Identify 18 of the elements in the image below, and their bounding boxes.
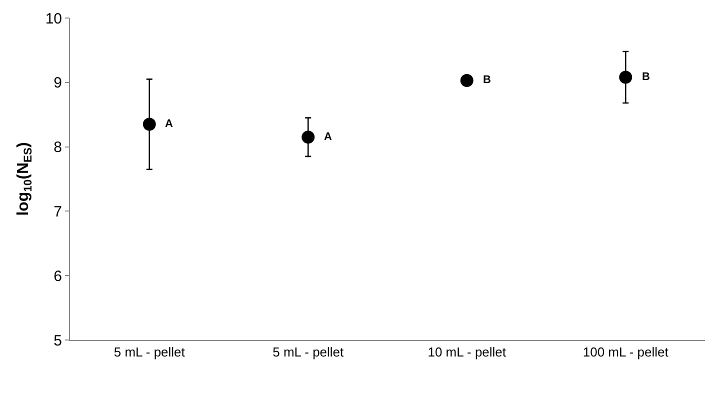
annotation: B: [483, 74, 491, 86]
y-tick-label: 5: [54, 332, 62, 350]
y-tick-label: 9: [54, 74, 62, 92]
x-tick-label: 100 mL - pellet: [582, 344, 669, 360]
y-tick-label: 7: [54, 203, 62, 220]
annotation: B: [642, 71, 650, 83]
x-tick-label: 5 mL - pellet: [114, 344, 186, 360]
annotation: A: [324, 131, 332, 143]
y-tick-label: 8: [54, 139, 62, 156]
point: [302, 130, 315, 144]
point: [619, 70, 632, 84]
y-tick-label: 6: [54, 268, 62, 285]
point: [460, 74, 474, 87]
y-tick-label: 10: [45, 10, 62, 28]
x-tick-label: 10 mL - pellet: [428, 344, 506, 360]
x-tick-label: 5 mL - pellet: [272, 344, 344, 360]
point: [142, 118, 156, 131]
annotation: A: [165, 118, 173, 130]
